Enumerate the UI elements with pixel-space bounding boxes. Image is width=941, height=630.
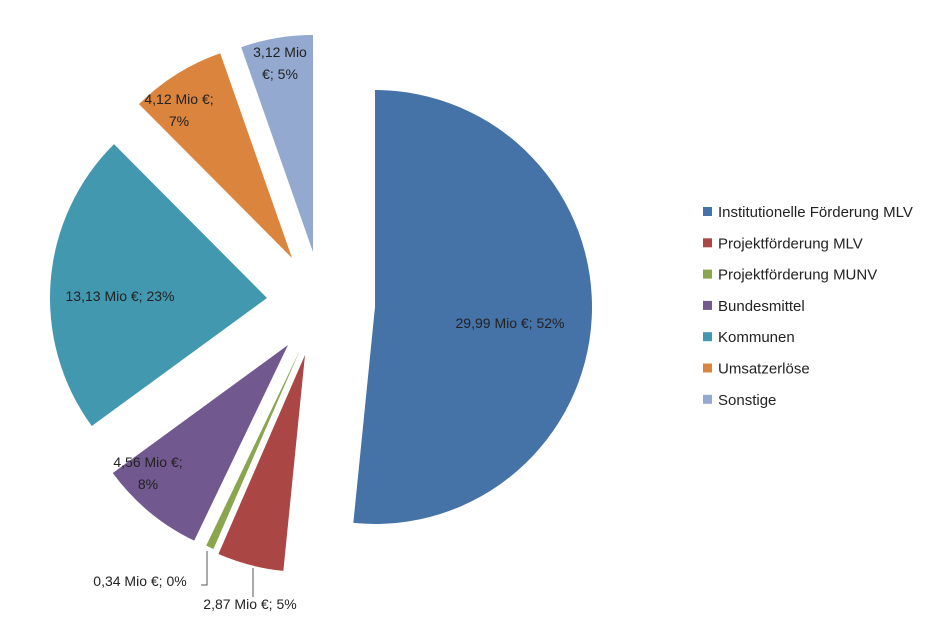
data-label-umsatzerlose: 4,12 Mio €; xyxy=(144,91,213,107)
data-label-sonstige: €; 5% xyxy=(262,66,298,82)
data-label-bundesmittel: 4,56 Mio €; xyxy=(113,454,182,470)
legend-item-umsatzerlose: Umsatzerlöse xyxy=(703,361,810,378)
pie-slice-kommunen xyxy=(50,144,267,427)
legend-label: Sonstige xyxy=(718,392,776,409)
data-label-sonstige: 3,12 Mio xyxy=(253,44,307,60)
legend-swatch xyxy=(703,269,712,279)
legend-label: Kommunen xyxy=(718,329,795,346)
legend-swatch xyxy=(703,300,712,310)
legend-label: Bundesmittel xyxy=(718,298,805,315)
data-label-projektforderung-munv: 0,34 Mio €; 0% xyxy=(93,573,186,589)
legend-swatch xyxy=(703,394,712,404)
legend-label: Institutionelle Förderung MLV xyxy=(718,204,913,221)
pie-slice-umsatzerlose xyxy=(138,53,292,259)
data-label-projektforderung-mlv: 2,87 Mio €; 5% xyxy=(203,596,296,612)
data-label-bundesmittel: 8% xyxy=(138,476,158,492)
legend-swatch xyxy=(703,363,712,373)
pie-slice-institutionelle-forderung-mlv xyxy=(353,90,592,524)
legend-label: Umsatzerlöse xyxy=(718,361,810,378)
pie-slice-projektforderung-mlv xyxy=(218,355,305,571)
pie-slice-projektforderung-munv xyxy=(206,350,300,549)
legend-item-projektforderung-mlv: Projektförderung MLV xyxy=(703,235,863,252)
pie-slice-bundesmittel xyxy=(112,345,288,541)
legend-item-projektforderung-munv: Projektförderung MUNV xyxy=(703,267,877,284)
legend-item-kommunen: Kommunen xyxy=(703,329,795,346)
legend-label: Projektförderung MLV xyxy=(718,235,863,252)
leader-line xyxy=(201,551,208,586)
data-label-kommunen: 13,13 Mio €; 23% xyxy=(66,288,175,304)
legend-item-bundesmittel: Bundesmittel xyxy=(703,298,805,315)
data-label-institutionelle-forderung-mlv: 29,99 Mio €; 52% xyxy=(456,315,565,331)
legend-item-sonstige: Sonstige xyxy=(703,392,776,409)
legend-label: Projektförderung MUNV xyxy=(718,267,877,284)
legend-swatch xyxy=(703,332,712,342)
pie-slice-sonstige xyxy=(241,35,313,252)
legend-swatch xyxy=(703,238,712,248)
legend-item-institutionelle-forderung-mlv: Institutionelle Förderung MLV xyxy=(703,204,913,221)
legend-swatch xyxy=(703,207,712,216)
data-label-umsatzerlose: 7% xyxy=(169,113,189,129)
legend: Institutionelle Förderung MLV Projektförd… xyxy=(703,204,913,409)
